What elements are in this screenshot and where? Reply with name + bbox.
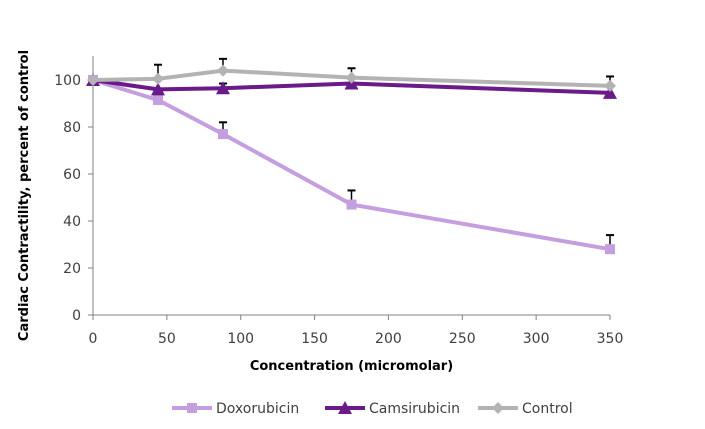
x-tick-label: 50 (158, 331, 176, 347)
x-ticks: 0 50 100 150 200 250 300 350 (89, 315, 624, 347)
data-point (87, 74, 99, 86)
legend-marker (187, 403, 197, 413)
data-point (603, 85, 617, 99)
legend-label: Camsirubicin (369, 401, 460, 417)
legend-item-camsirubicin: Camsirubicin (325, 401, 460, 417)
plot-area (86, 57, 617, 255)
series-doxorubicin (88, 75, 615, 255)
legend-label: Control (522, 401, 573, 417)
data-point (215, 81, 230, 95)
x-tick-label: 0 (89, 331, 98, 347)
series-line (92, 78, 611, 252)
x-tick-label: 350 (597, 331, 624, 347)
data-point (345, 71, 358, 84)
data-point (604, 79, 616, 92)
y-tick-label: 20 (63, 261, 81, 277)
legend-marker (338, 401, 352, 414)
data-point (151, 72, 164, 85)
x-tick-label: 250 (449, 331, 476, 347)
data-point (150, 82, 165, 96)
axes (92, 56, 610, 316)
data-point (346, 199, 357, 210)
y-tick-label: 60 (63, 167, 81, 183)
y-axis-title: Cardiac Contractility, percent of contro… (17, 50, 32, 341)
y-ticks: 0 20 40 60 80 100 (54, 73, 93, 324)
legend-label: Doxorubicin (216, 401, 299, 417)
x-axis-title: Concentration (micromolar) (250, 359, 453, 374)
data-point (216, 64, 229, 77)
data-point (605, 244, 615, 255)
y-tick-label: 0 (72, 308, 81, 324)
y-tick-label: 40 (63, 214, 81, 230)
data-point (217, 129, 228, 140)
x-tick-label: 200 (375, 331, 402, 347)
y-tick-label: 100 (54, 73, 81, 89)
legend: Doxorubicin Camsirubicin Control (172, 401, 573, 417)
data-point (152, 94, 163, 105)
legend-item-doxorubicin: Doxorubicin (172, 401, 299, 417)
legend-marker (492, 402, 504, 414)
y-tick-label: 80 (63, 120, 81, 136)
x-tick-label: 100 (227, 331, 254, 347)
x-tick-label: 300 (523, 331, 550, 347)
x-tick-label: 150 (301, 331, 328, 347)
series-control (87, 57, 616, 92)
legend-item-control: Control (478, 401, 573, 417)
